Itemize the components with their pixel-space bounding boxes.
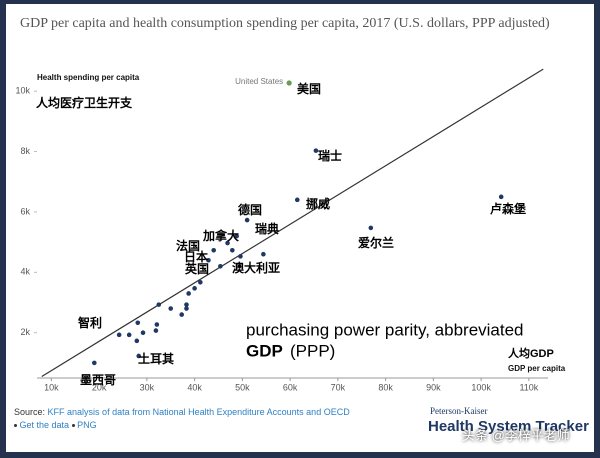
data-point (192, 286, 197, 291)
source-label: Source: (14, 407, 46, 417)
data-point (225, 240, 230, 246)
y-tick-label: 2k (20, 327, 30, 337)
png-link[interactable]: PNG (77, 420, 97, 430)
x-tick-label: 30k (140, 382, 155, 392)
data-point (234, 233, 239, 239)
country-label: 日本 (184, 249, 208, 264)
data-point (134, 338, 140, 344)
data-point (244, 217, 250, 223)
links-line: Get the data PNG (14, 420, 97, 430)
data-point (168, 306, 174, 311)
country-label: 澳大利亚 (232, 260, 280, 275)
data-point (498, 194, 504, 200)
y-tick-label: 8k (20, 146, 30, 156)
x-tick-label: 20k (92, 382, 107, 392)
x-tick-label: 100k (471, 382, 491, 392)
country-label: 挪威 (306, 196, 330, 211)
data-point (286, 80, 292, 86)
data-point (368, 225, 374, 231)
ppp-note: purchasing power parity, abbreviated (246, 320, 524, 339)
data-point (184, 302, 189, 307)
data-point (206, 257, 211, 263)
y-tick-label: 10k (15, 86, 30, 96)
data-point (238, 254, 243, 259)
x-tick-label: 50k (235, 382, 250, 392)
data-point (198, 279, 203, 285)
country-label: 瑞士 (318, 148, 342, 163)
bullet (71, 424, 75, 428)
source-link[interactable]: KFF analysis of data from National Healt… (47, 407, 350, 417)
data-point (126, 332, 132, 338)
data-point (135, 320, 141, 326)
data-point (261, 251, 266, 257)
highlight-label: United States (235, 77, 283, 86)
country-label: 智利 (77, 315, 102, 330)
data-point (230, 247, 235, 253)
y-axis-title: Health spending per capita (37, 73, 140, 82)
country-label: 德国 (238, 202, 262, 217)
country-label: 土耳其 (138, 351, 174, 366)
source-line: Source: KFF analysis of data from Nation… (14, 407, 350, 417)
chart-title: GDP per capita and health consumption sp… (20, 16, 550, 31)
x-tick-label: 10k (44, 382, 59, 392)
x-tick-label: 40k (187, 382, 202, 392)
brand-top: Peterson-Kaiser (430, 406, 488, 416)
data-point (179, 312, 185, 317)
x-note: 人均GDP (508, 346, 554, 360)
country-label: 墨西哥 (80, 373, 116, 387)
x-tick-label: 90k (426, 382, 441, 392)
brand: Health System Tracker (428, 418, 589, 435)
data-point (218, 263, 223, 269)
data-point (92, 360, 97, 366)
country-label: 爱尔兰 (358, 235, 394, 250)
x-tick-label: 60k (283, 382, 298, 392)
get-data-link[interactable]: Get the data (19, 420, 70, 430)
card: GDP per capita and health consumption sp… (6, 4, 594, 452)
data-point (154, 322, 160, 327)
y-tick-label: 6k (20, 206, 30, 216)
country-label: 英国 (185, 261, 209, 276)
country-label: 加拿大 (202, 228, 239, 243)
data-point (136, 353, 142, 359)
country-label: 美国 (297, 81, 321, 96)
x-axis-title: GDP per capita (508, 364, 566, 373)
data-point (313, 148, 319, 153)
x-tick-label: 70k (331, 382, 346, 392)
y-note: 人均医疗卫生开支 (36, 95, 133, 110)
y-tick-label: 4k (20, 267, 30, 277)
bullet (14, 424, 17, 428)
data-point (156, 302, 162, 307)
data-point (211, 247, 217, 253)
watermark: 头条 @李梓平老师 (462, 428, 570, 443)
x-tick-label: 80k (378, 382, 393, 392)
country-label: 瑞典 (255, 221, 279, 236)
data-point (186, 291, 191, 296)
data-point (294, 197, 300, 203)
x-tick-label: 110k (519, 382, 538, 392)
data-point (140, 330, 146, 336)
data-point (116, 332, 122, 338)
country-label: 卢森堡 (490, 201, 526, 216)
trend-line (41, 68, 544, 378)
gdp-note: GDP (246, 341, 283, 360)
data-point (184, 306, 189, 311)
data-point (153, 328, 159, 333)
ppp-abbr-note: (PPP) (290, 341, 335, 360)
country-label: 法国 (176, 238, 200, 253)
